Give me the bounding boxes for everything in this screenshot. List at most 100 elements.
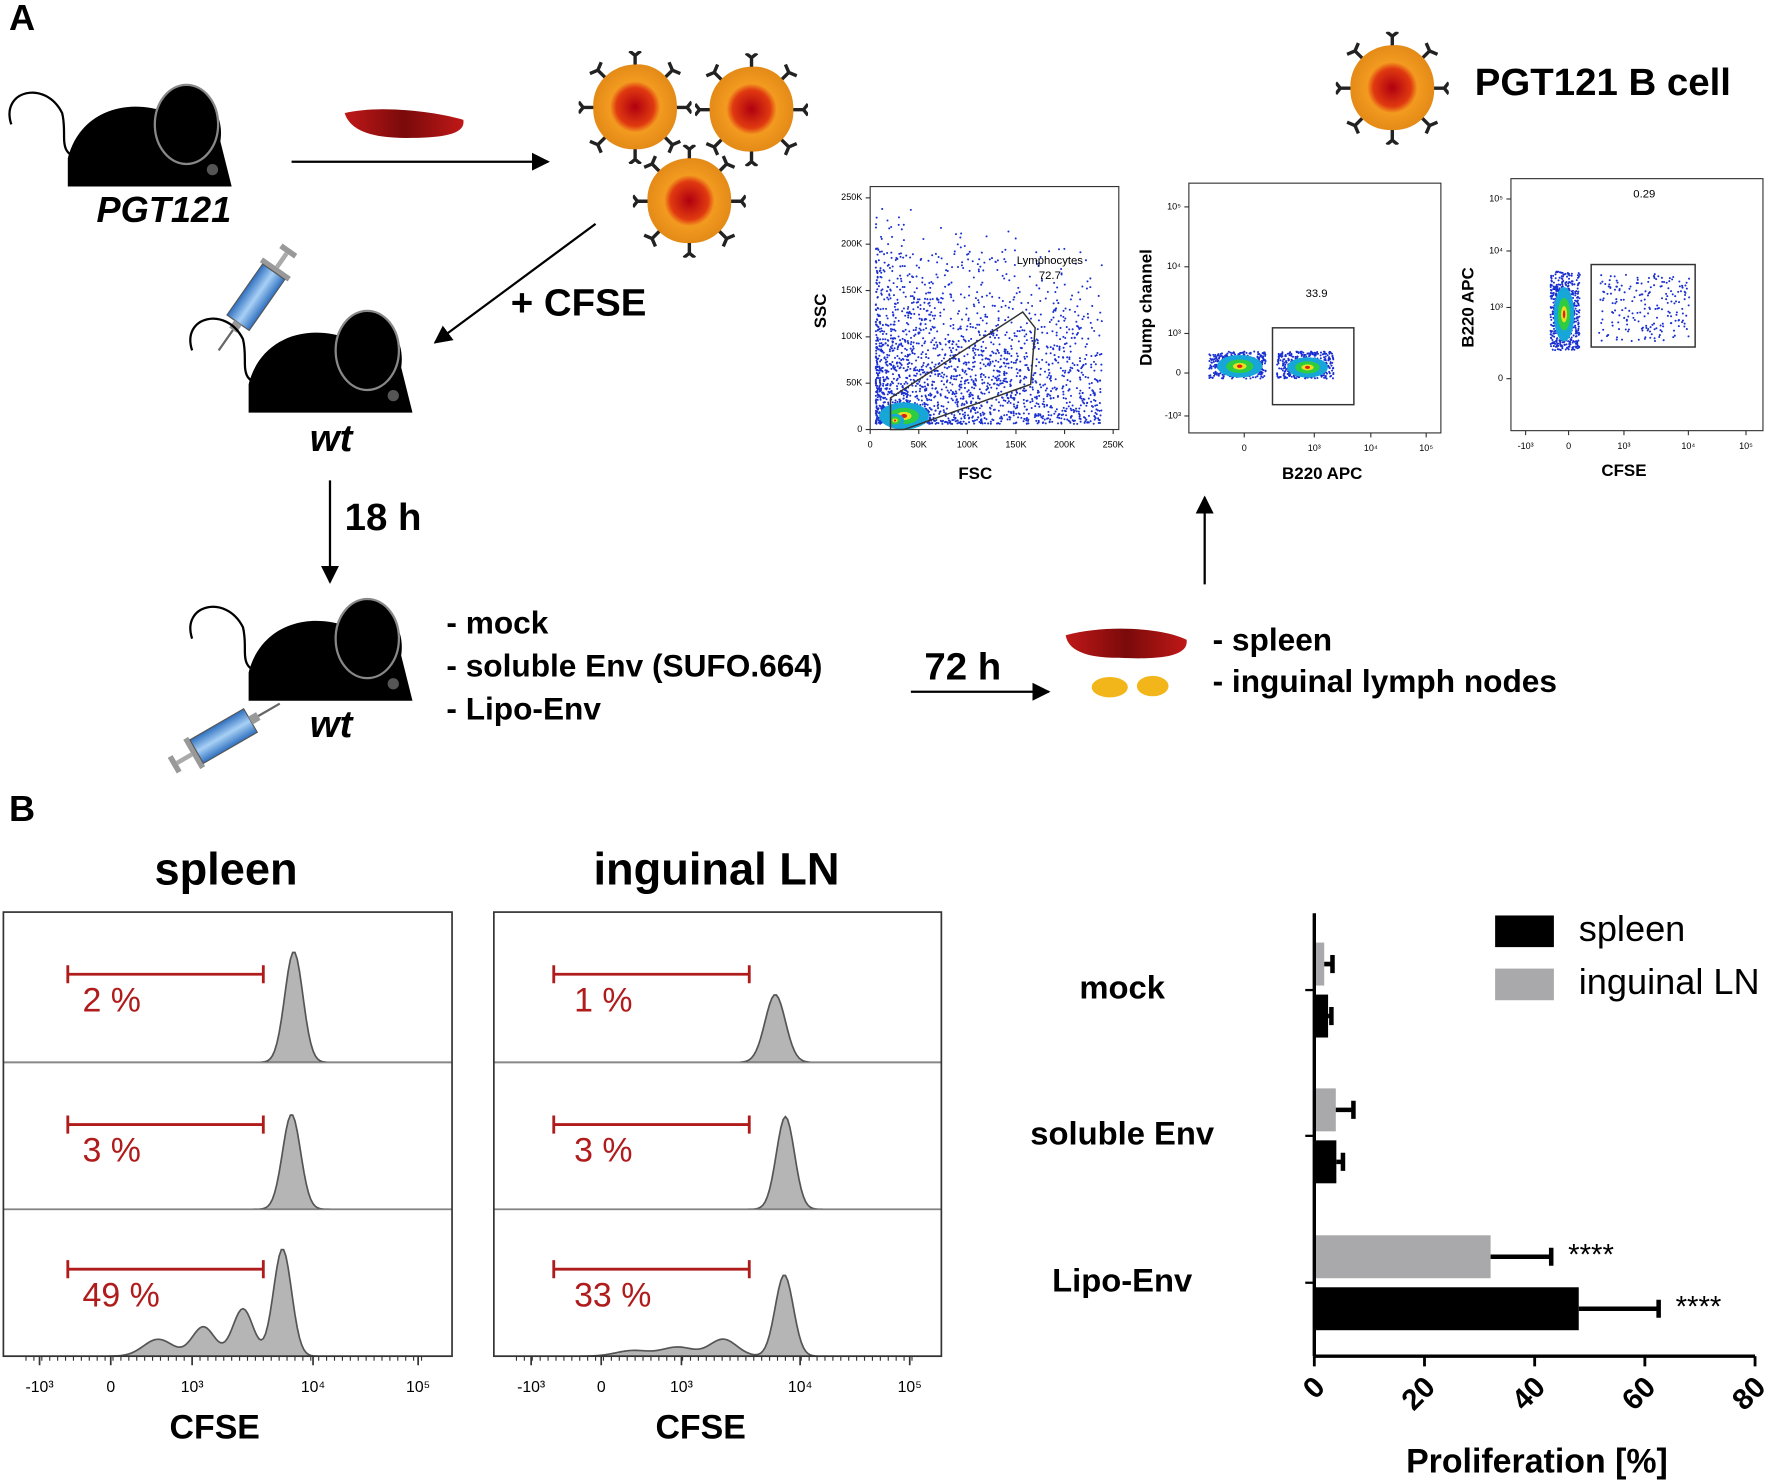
event-dot [1245, 377, 1248, 380]
event-dot [1007, 362, 1010, 365]
event-dot [932, 347, 935, 350]
event-dot [948, 391, 951, 394]
y-tick-label: 0 [1498, 373, 1503, 383]
event-dot [964, 414, 967, 417]
event-dot [903, 382, 906, 385]
event-dot [886, 356, 889, 359]
event-dot [1685, 328, 1688, 331]
event-dot [965, 373, 968, 376]
event-dot [1052, 396, 1055, 399]
event-dot [982, 413, 985, 416]
event-dot [1601, 280, 1604, 283]
event-dot [931, 254, 934, 257]
event-dot [1035, 338, 1038, 341]
event-dot [939, 226, 942, 229]
event-dot [875, 342, 878, 345]
y-tick-label: 100K [841, 331, 862, 341]
event-dot [1681, 284, 1684, 287]
event-dot [1565, 346, 1568, 349]
event-dot [1002, 379, 1005, 382]
event-dot [944, 396, 947, 399]
event-dot [949, 293, 952, 296]
event-dot [902, 394, 905, 397]
event-dot [1081, 318, 1084, 321]
event-dot [924, 323, 927, 326]
event-dot [986, 363, 989, 366]
event-dot [951, 383, 954, 386]
event-dot [1027, 412, 1030, 415]
event-dot [1029, 401, 1032, 404]
event-dot [1622, 298, 1625, 301]
event-dot [1332, 366, 1335, 369]
event-dot [1666, 301, 1669, 304]
event-dot [969, 323, 972, 326]
event-dot [947, 340, 950, 343]
event-dot [894, 316, 897, 319]
event-dot [925, 356, 928, 359]
event-dot [1069, 380, 1072, 383]
event-dot [921, 351, 924, 354]
x-tick-label: 150K [1005, 440, 1026, 450]
event-dot [957, 339, 960, 342]
event-dot [1049, 418, 1052, 421]
event-dot [1621, 309, 1624, 312]
event-dot [875, 346, 878, 349]
event-dot [995, 398, 998, 401]
event-dot [896, 348, 899, 351]
event-dot [1669, 322, 1672, 325]
event-dot [1008, 300, 1011, 303]
event-dot [1684, 284, 1687, 287]
event-dot [1282, 374, 1285, 377]
event-dot [1651, 323, 1654, 326]
event-dot [927, 291, 930, 294]
event-dot [1287, 357, 1290, 360]
event-dot [894, 399, 897, 402]
event-dot [891, 401, 894, 404]
event-dot [894, 366, 897, 369]
event-dot [967, 367, 970, 370]
event-dot [1084, 375, 1087, 378]
gate-bar [552, 965, 751, 984]
event-dot [1552, 293, 1555, 296]
event-dot [888, 279, 891, 282]
event-dot [929, 328, 932, 331]
event-dot [933, 326, 936, 329]
event-dot [883, 270, 886, 273]
event-dot [918, 317, 921, 320]
event-dot [1076, 363, 1079, 367]
event-dot [1053, 412, 1056, 415]
event-dot [933, 370, 936, 373]
event-dot [1046, 290, 1049, 293]
event-dot [1550, 297, 1553, 300]
event-dot [875, 279, 878, 282]
event-dot [959, 380, 962, 383]
event-dot [974, 348, 977, 351]
event-dot [980, 404, 983, 407]
event-dot [1023, 357, 1026, 360]
event-dot [1657, 275, 1660, 278]
event-dot [997, 391, 1000, 394]
significance: **** [1568, 1239, 1614, 1272]
density [1305, 365, 1310, 369]
event-dot [1048, 421, 1051, 424]
event-dot [885, 290, 888, 293]
event-dot [968, 250, 971, 253]
event-dot [1014, 361, 1017, 364]
event-dot [904, 339, 907, 342]
event-dot [972, 361, 975, 364]
event-dot [886, 364, 889, 367]
event-dot [996, 268, 999, 272]
event-dot [962, 362, 965, 365]
event-dot [882, 401, 885, 404]
event-dot [875, 318, 878, 321]
event-dot [972, 381, 975, 384]
event-dot [1322, 352, 1325, 355]
event-dot [1007, 366, 1010, 369]
event-dot [1215, 373, 1218, 376]
event-dot [1001, 417, 1004, 420]
event-dot [1260, 375, 1263, 378]
event-dot [978, 388, 981, 391]
event-dot [874, 303, 877, 306]
